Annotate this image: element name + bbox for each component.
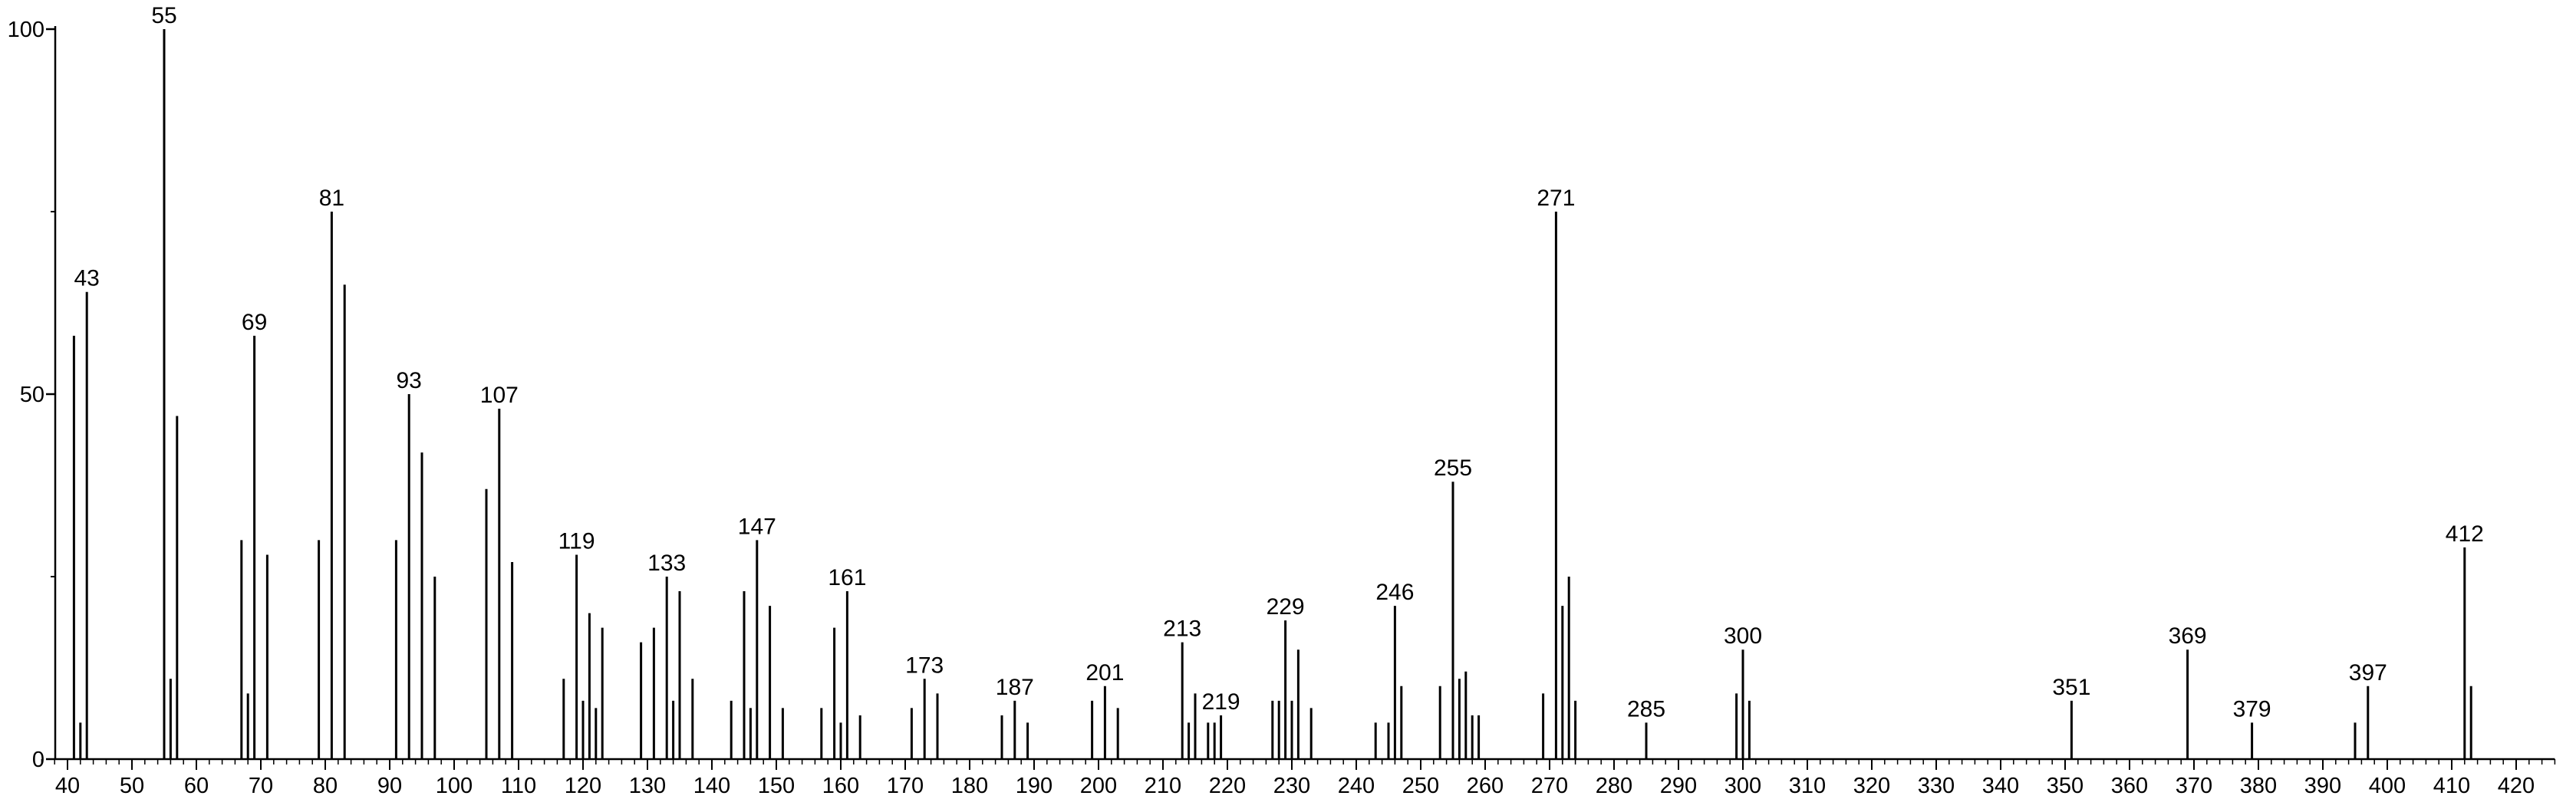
x-tick-label: 290 (1660, 774, 1697, 798)
x-tick-label: 360 (2111, 774, 2148, 798)
peak-label: 246 (1375, 580, 1414, 605)
peak-label: 133 (647, 551, 686, 576)
x-tick-label: 90 (377, 774, 402, 798)
x-tick-label: 240 (1338, 774, 1375, 798)
peak-label: 69 (242, 310, 267, 335)
peak-label: 229 (1267, 594, 1305, 620)
x-tick-label: 200 (1080, 774, 1117, 798)
x-tick-label: 310 (1789, 774, 1826, 798)
x-tick-label: 110 (501, 774, 536, 798)
y-tick-label: 100 (8, 18, 44, 42)
peak-label: 187 (996, 675, 1034, 700)
y-axis: 0 50 100 (8, 18, 57, 772)
x-tick-label: 70 (249, 774, 273, 798)
peak-label: 412 (2446, 521, 2484, 547)
y-tick-label: 50 (20, 383, 44, 407)
x-tick-label: 330 (1918, 774, 1955, 798)
x-tick-label: 270 (1531, 774, 1568, 798)
x-tick-label: 300 (1724, 774, 1761, 798)
x-tick-label: 170 (887, 774, 924, 798)
x-tick-label: 160 (822, 774, 859, 798)
x-tick-label: 420 (2498, 774, 2535, 798)
peak-label: 300 (1724, 623, 1762, 649)
peak-label: 107 (480, 383, 519, 408)
peak-label: 173 (905, 653, 944, 678)
x-tick-label: 390 (2304, 774, 2341, 798)
peak-bars (72, 29, 2472, 759)
x-tick-label: 190 (1016, 774, 1052, 798)
peak-label: 351 (2052, 675, 2090, 700)
x-tick-label: 340 (1982, 774, 2019, 798)
peak-label: 147 (738, 514, 776, 539)
peak-label: 213 (1163, 617, 1201, 642)
x-tick-label: 180 (951, 774, 988, 798)
x-tick-label: 50 (120, 774, 144, 798)
x-axis: 40 50 60 70 80 90 100 110 120 130 140 150 160 170 180 1… (41, 758, 2556, 798)
x-tick-label: 80 (313, 774, 338, 798)
x-tick-label: 350 (2047, 774, 2084, 798)
x-tick-label: 410 (2433, 774, 2470, 798)
peak-label: 285 (1627, 696, 1665, 722)
peak-label: 369 (2169, 623, 2207, 649)
x-tick-label: 400 (2369, 774, 2406, 798)
x-tick-label: 260 (1467, 774, 1504, 798)
peak-label: 271 (1537, 186, 1575, 211)
x-tick-label: 250 (1402, 774, 1439, 798)
peak-labels: 43 55 69 81 93 107 119 133 147 161 173 187 201 213 219… (74, 3, 2484, 722)
peak-label: 93 (397, 368, 422, 393)
peak-label: 201 (1085, 660, 1124, 686)
peak-label: 81 (319, 186, 344, 211)
peak-label: 379 (2233, 696, 2271, 722)
peak-label: 43 (74, 266, 100, 291)
x-tick-label: 320 (1853, 774, 1890, 798)
peak-label: 255 (1434, 455, 1472, 481)
x-tick-label: 40 (55, 774, 80, 798)
x-tick-label: 60 (184, 774, 209, 798)
x-tick-label: 120 (565, 774, 601, 798)
x-tick-label: 130 (629, 774, 666, 798)
x-tick-label: 230 (1273, 774, 1310, 798)
peak-label: 397 (2349, 660, 2387, 686)
peak-label: 161 (828, 565, 866, 590)
x-tick-label: 100 (436, 774, 473, 798)
peak-label: 55 (151, 3, 176, 28)
y-tick-label: 0 (32, 748, 44, 772)
peak-label: 219 (1202, 689, 1240, 715)
x-tick-label: 140 (693, 774, 730, 798)
x-tick-label: 370 (2176, 774, 2212, 798)
x-tick-label: 220 (1209, 774, 1246, 798)
x-tick-label: 150 (758, 774, 795, 798)
x-tick-label: 210 (1145, 774, 1181, 798)
x-tick-label: 280 (1596, 774, 1632, 798)
x-tick-label: 380 (2240, 774, 2277, 798)
peak-label: 119 (558, 528, 595, 554)
